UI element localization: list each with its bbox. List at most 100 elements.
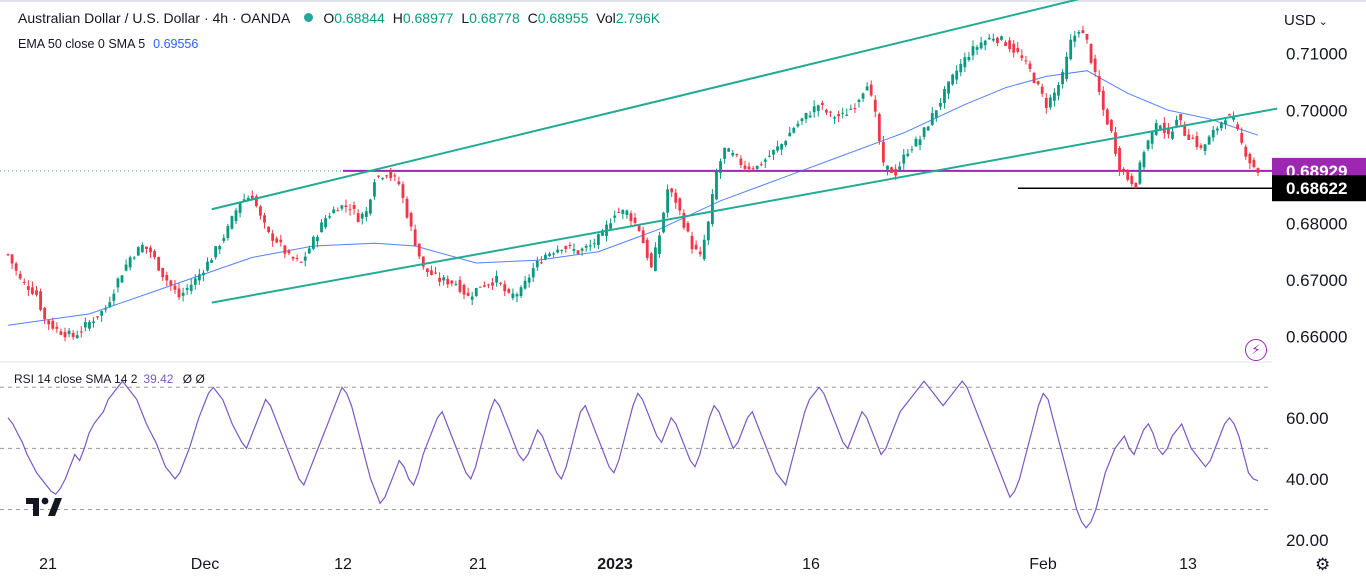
lightning-icon[interactable]: ⚡︎ [1245,339,1267,361]
candle [446,279,450,285]
candle [568,244,572,246]
candle [902,154,906,164]
candle [259,206,262,216]
candle [1036,81,1040,85]
candle [1138,162,1142,184]
candle [1105,109,1109,125]
rsi-tick-label: 20.00 [1286,531,1329,550]
candle [991,38,995,41]
price-tick-label: 0.68000 [1286,214,1347,233]
time-axis[interactable]: 21 Dec 12 21 2023 16 Feb 13 [39,556,1197,573]
candle [1183,126,1187,136]
candle [442,277,446,281]
symbol-title[interactable]: Australian Dollar / U.S. Dollar · 4h · O… [18,10,291,26]
candle [1028,63,1032,69]
candle [841,112,845,114]
candle [849,108,853,110]
candle [800,118,804,122]
candle [1122,168,1126,172]
candle [706,221,710,241]
low-value: 0.68778 [469,10,520,26]
candle [653,247,657,272]
candle [1191,137,1195,139]
candle [303,256,307,261]
candle [336,210,340,212]
candle [1199,145,1203,148]
candle [829,111,832,113]
candle [39,291,42,310]
candle [340,205,344,209]
candle [140,244,144,253]
candle [890,167,893,173]
candle [18,273,22,279]
candle [1093,58,1097,72]
candle [698,251,702,255]
candle [853,107,857,110]
candle [108,302,112,307]
candle [584,246,588,248]
gear-icon[interactable]: ⚙︎ [1315,555,1331,574]
candle [1077,32,1081,34]
candle [1004,42,1007,46]
candle [116,278,120,288]
candle [682,212,686,228]
candle [22,281,26,283]
candle [1069,39,1073,60]
candle [352,205,356,209]
candle [1024,60,1028,62]
candle [1114,132,1117,154]
candle [254,196,258,207]
candle [1167,128,1170,135]
candle [539,262,543,264]
rsi-legend[interactable]: RSI 14 close SMA 14 2 39.42 Ø Ø [14,372,205,386]
candle [609,223,613,229]
candle [499,282,503,284]
candle [1016,48,1020,52]
candle [947,81,950,94]
candle [487,284,490,286]
candle [96,316,99,318]
candle [238,202,242,213]
candle [926,126,930,131]
ema-value: 0.69556 [153,37,199,51]
candle [808,115,812,118]
tradingview-logo-icon[interactable] [24,492,64,522]
candle [1252,159,1256,168]
candle [1175,119,1178,126]
candle [637,225,641,231]
candle [1101,90,1105,110]
candle [324,218,327,228]
candle [1053,92,1056,101]
candle [100,311,104,316]
candle [230,216,234,229]
candle [425,268,429,273]
candle [348,209,352,211]
candle [1061,72,1064,85]
candle [588,245,592,247]
candle [470,296,474,300]
currency-selector[interactable]: USD ⌄ [1284,12,1328,29]
candle [727,148,731,152]
candle [987,37,991,40]
candle [580,248,584,251]
candle [674,192,678,203]
high-value: 0.68977 [402,10,454,26]
candle [1146,140,1150,149]
candle [193,278,197,285]
candle [328,216,332,218]
vol-label: Vol [596,10,616,26]
candle [979,42,983,49]
lower-channel-line[interactable] [211,107,1278,304]
candle [206,261,209,271]
price-axis[interactable]: 0.710000.700000.680000.670000.660000.689… [1272,45,1366,347]
candle [474,288,478,296]
candle [959,63,963,73]
candle [511,293,515,299]
time-tick-label: 21 [39,556,57,573]
candle [405,198,409,218]
candle [59,331,63,335]
upper-channel-line[interactable] [211,0,1141,211]
ema-legend[interactable]: EMA 50 close 0 SMA 5 0.69556 [18,37,198,51]
candle [1008,40,1012,50]
candle [1000,36,1003,40]
